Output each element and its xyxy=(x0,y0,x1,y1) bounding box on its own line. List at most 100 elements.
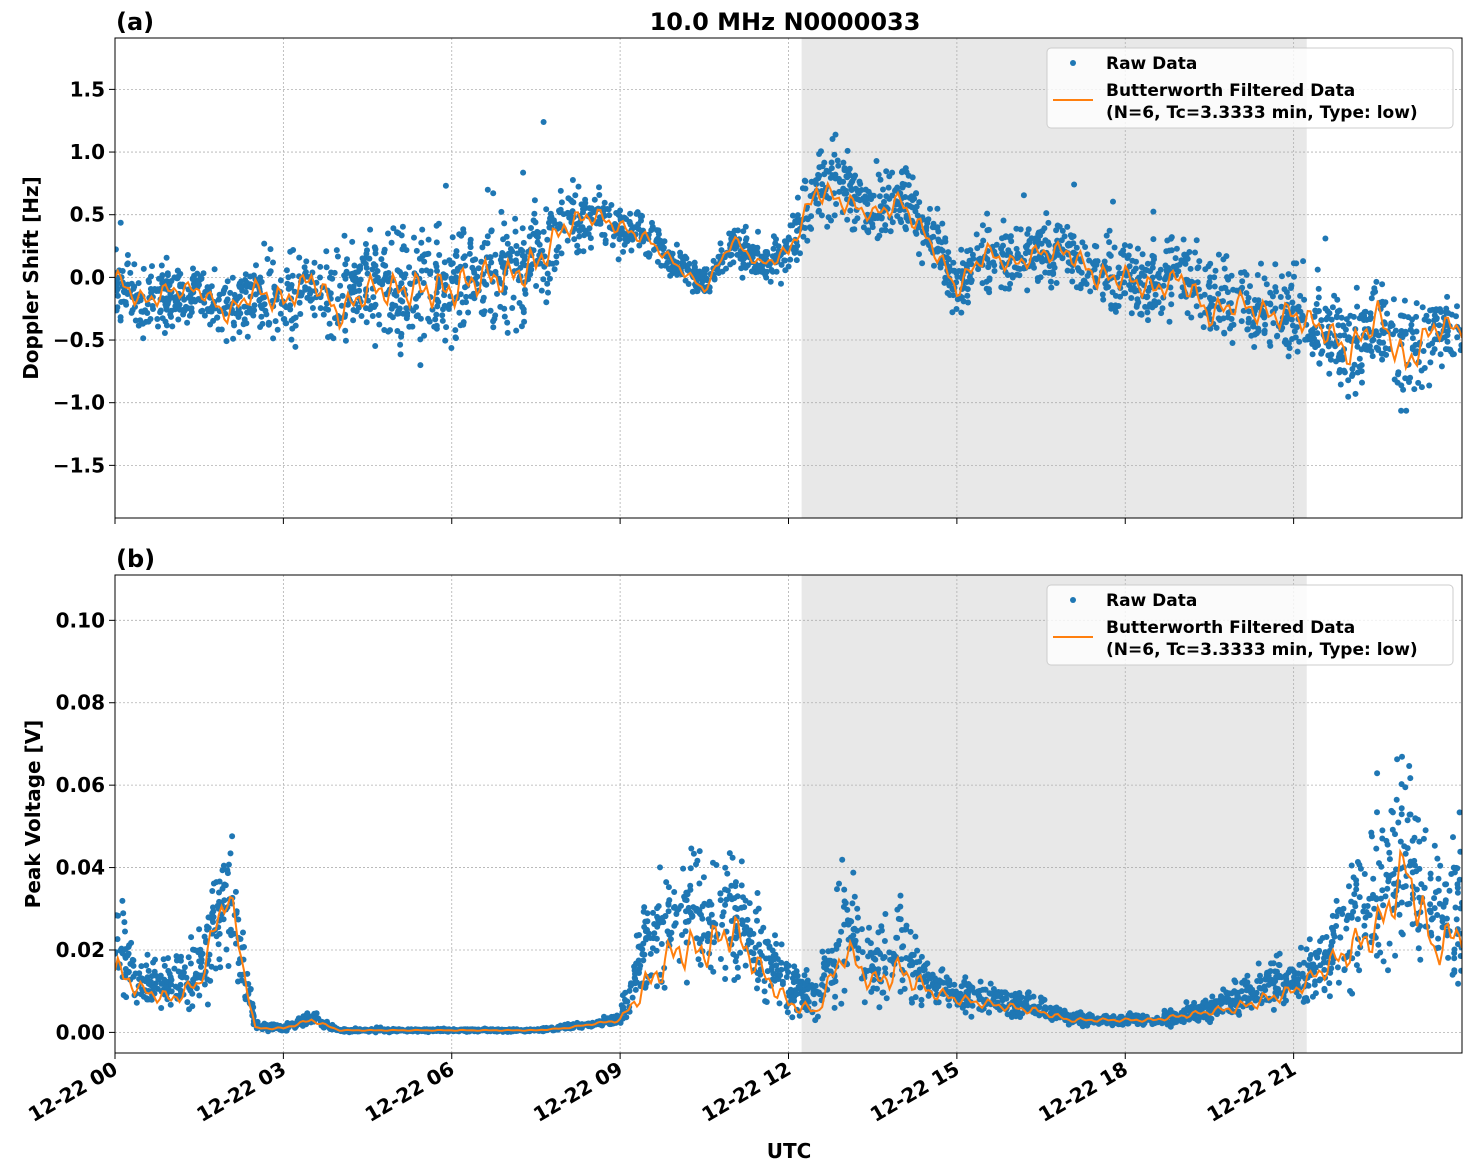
raw-data-point xyxy=(373,246,379,252)
raw-data-point xyxy=(190,276,196,282)
raw-data-point xyxy=(378,256,384,262)
raw-data-point xyxy=(1158,310,1164,316)
raw-data-point xyxy=(1394,797,1400,803)
raw-data-point xyxy=(735,965,741,971)
raw-data-point xyxy=(755,266,761,272)
raw-data-point xyxy=(1343,926,1349,932)
raw-data-point xyxy=(354,308,360,314)
raw-data-point xyxy=(1336,980,1342,986)
raw-data-point xyxy=(400,224,406,230)
raw-data-point xyxy=(343,276,349,282)
raw-data-point xyxy=(771,246,777,252)
raw-data-point xyxy=(175,275,181,281)
raw-data-point xyxy=(925,216,931,222)
raw-data-point xyxy=(1230,340,1236,346)
raw-data-point xyxy=(521,309,527,315)
raw-data-point xyxy=(1164,268,1170,274)
raw-data-point xyxy=(184,999,190,1005)
raw-data-point xyxy=(1345,394,1351,400)
raw-data-point xyxy=(1398,930,1404,936)
raw-data-point xyxy=(225,296,231,302)
raw-data-point xyxy=(487,254,493,260)
raw-data-point xyxy=(933,999,939,1005)
raw-data-point xyxy=(340,293,346,299)
raw-data-point xyxy=(1300,258,1306,264)
raw-data-point xyxy=(1436,322,1442,328)
raw-data-point xyxy=(382,247,388,253)
raw-data-point xyxy=(258,314,264,320)
raw-data-point xyxy=(131,963,137,969)
raw-data-point xyxy=(1048,285,1054,291)
raw-data-point xyxy=(582,197,588,203)
raw-data-point xyxy=(1067,242,1073,248)
raw-data-point xyxy=(1276,962,1282,968)
raw-data-point xyxy=(1126,252,1132,258)
raw-data-point xyxy=(946,1003,952,1009)
raw-data-point xyxy=(663,879,669,885)
raw-data-point xyxy=(1151,254,1157,260)
raw-data-point xyxy=(551,217,557,223)
raw-data-point xyxy=(781,257,787,263)
raw-data-point xyxy=(794,978,800,984)
raw-data-point xyxy=(655,259,661,265)
raw-data-point xyxy=(290,273,296,279)
raw-data-point xyxy=(401,243,407,249)
raw-data-point xyxy=(1106,239,1112,245)
raw-data-point xyxy=(1221,331,1227,337)
raw-data-point xyxy=(489,227,495,233)
raw-data-point xyxy=(739,882,745,888)
raw-data-point xyxy=(1231,977,1237,983)
raw-data-point xyxy=(140,321,146,327)
raw-data-point xyxy=(673,920,679,926)
raw-data-point xyxy=(1386,850,1392,856)
raw-data-point xyxy=(212,266,218,272)
raw-data-point xyxy=(835,163,841,169)
raw-data-point xyxy=(808,226,814,232)
raw-data-point xyxy=(161,956,167,962)
raw-data-point xyxy=(696,907,702,913)
raw-data-point xyxy=(442,274,448,280)
raw-data-point xyxy=(959,983,965,989)
raw-data-point xyxy=(572,192,578,198)
raw-data-point xyxy=(440,318,446,324)
raw-data-point xyxy=(501,220,507,226)
raw-data-point xyxy=(820,949,826,955)
raw-data-point xyxy=(610,242,616,248)
raw-data-point xyxy=(235,979,241,985)
raw-data-point xyxy=(312,312,318,318)
raw-data-point xyxy=(553,253,559,259)
raw-data-point xyxy=(1398,382,1404,388)
raw-data-point xyxy=(399,299,405,305)
raw-data-point xyxy=(271,284,277,290)
raw-data-point xyxy=(1024,231,1030,237)
raw-data-point xyxy=(596,184,602,190)
raw-data-point xyxy=(1354,285,1360,291)
raw-data-point xyxy=(909,193,915,199)
raw-data-point xyxy=(1377,950,1383,956)
raw-data-point xyxy=(1443,309,1449,315)
raw-data-point xyxy=(145,952,151,958)
raw-data-point xyxy=(1245,326,1251,332)
raw-data-point xyxy=(247,284,253,290)
raw-data-point xyxy=(1050,270,1056,276)
raw-data-point xyxy=(1093,244,1099,250)
raw-data-point xyxy=(224,947,230,953)
raw-data-point xyxy=(908,929,914,935)
raw-data-point xyxy=(389,240,395,246)
raw-data-point xyxy=(129,310,135,316)
raw-data-point xyxy=(1129,310,1135,316)
raw-data-point xyxy=(460,255,466,261)
raw-data-point xyxy=(866,925,872,931)
raw-data-point xyxy=(958,247,964,253)
raw-data-point xyxy=(1181,237,1187,243)
raw-data-point xyxy=(603,237,609,243)
raw-data-point xyxy=(287,249,293,255)
raw-data-point xyxy=(978,979,984,985)
raw-data-point xyxy=(945,249,951,255)
raw-data-point xyxy=(1444,916,1450,922)
raw-data-point xyxy=(914,204,920,210)
raw-data-point xyxy=(1344,917,1350,923)
raw-data-point xyxy=(1006,286,1012,292)
raw-data-point xyxy=(1399,811,1405,817)
raw-data-point xyxy=(115,293,121,299)
